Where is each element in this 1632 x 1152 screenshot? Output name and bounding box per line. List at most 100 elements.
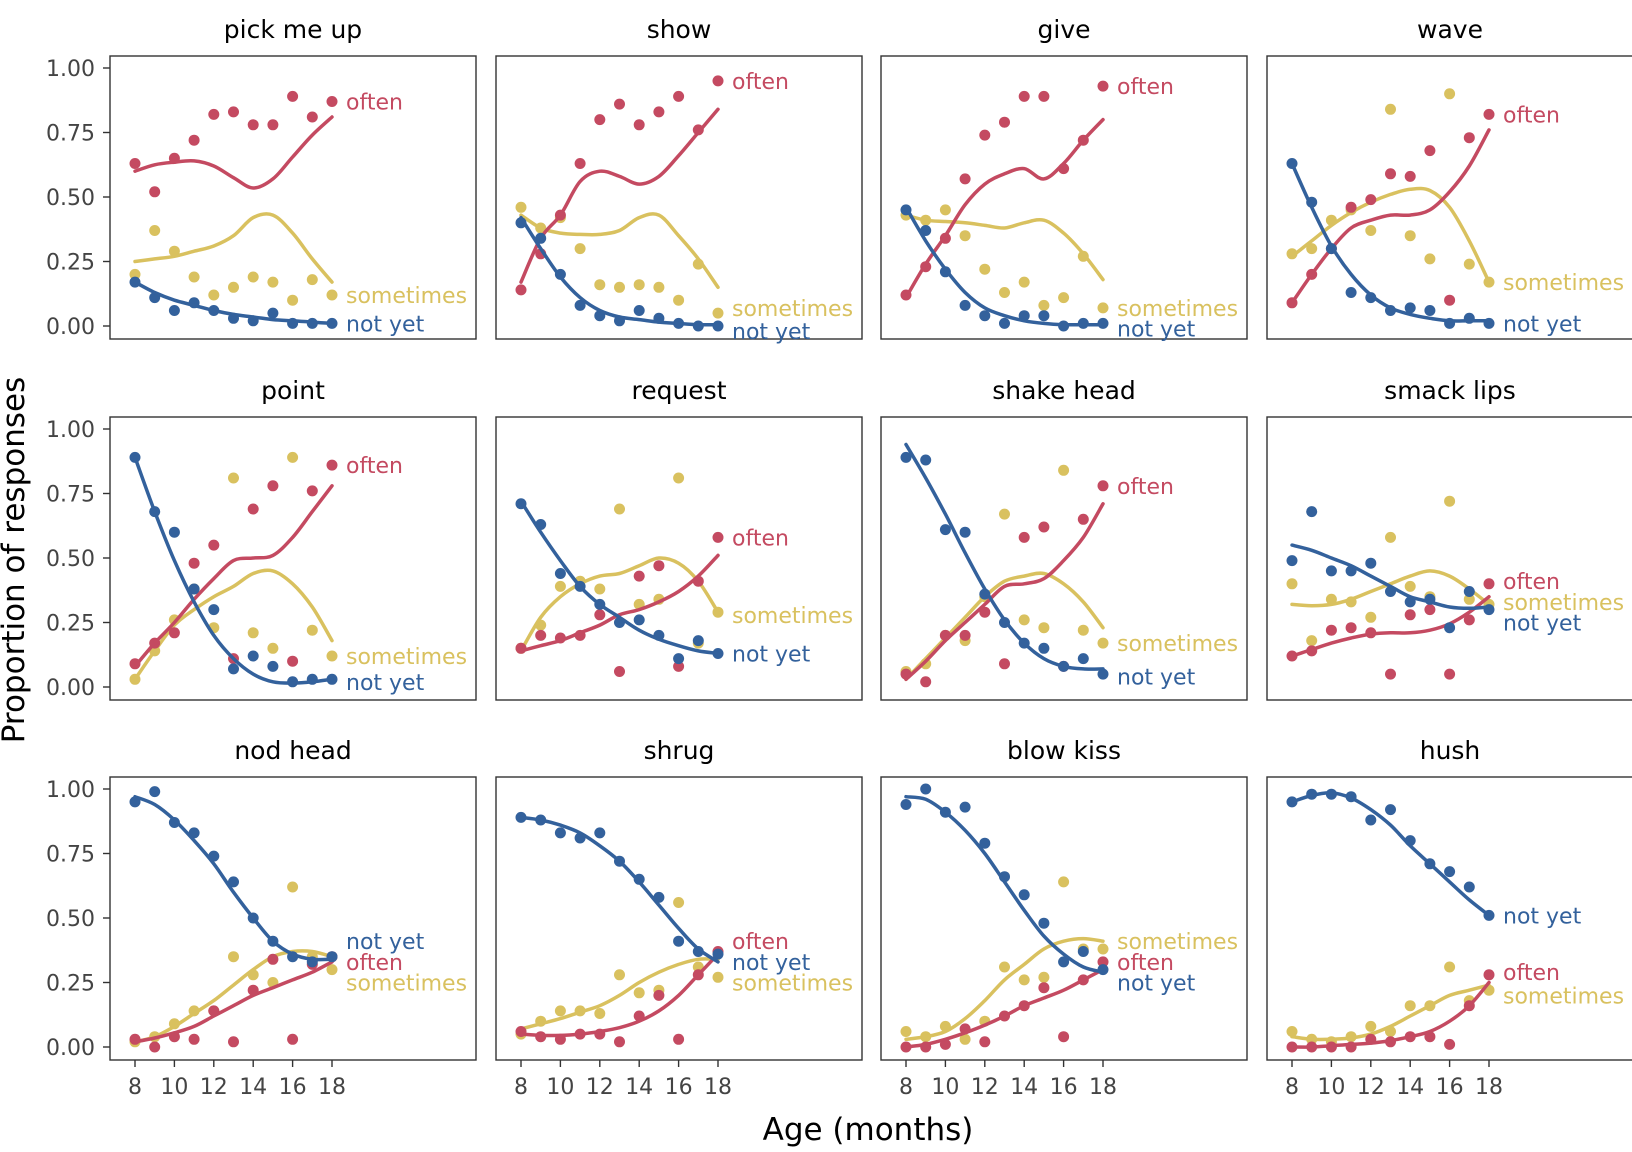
panel-title: blow kiss: [1007, 736, 1121, 765]
point-often: [267, 119, 279, 131]
point-sometimes: [188, 271, 200, 283]
point-often: [1463, 132, 1475, 144]
point-often: [1038, 90, 1050, 102]
point-sometimes: [1463, 258, 1475, 270]
panel-wave: wave sometimes often not yet: [1266, 15, 1632, 340]
point-not-yet: [208, 604, 220, 616]
point-often: [673, 90, 685, 102]
end-label-not-yet: not yet: [1503, 612, 1582, 637]
x-axis-label: Age (months): [763, 1112, 974, 1148]
point-often: [673, 1033, 685, 1045]
curve-sometimes: [519, 957, 720, 1031]
point-sometimes: [554, 580, 566, 592]
x-tick-label: 18: [318, 1075, 346, 1100]
end-label-sometimes: sometimes: [1503, 591, 1624, 616]
point-not-yet: [959, 299, 971, 311]
point-not-yet: [1463, 586, 1475, 597]
curve-often: [133, 115, 334, 190]
point-not-yet: [999, 317, 1010, 329]
point-not-yet: [1463, 881, 1475, 893]
end-label-sometimes: sometimes: [1503, 271, 1624, 296]
point-sometimes: [326, 964, 338, 976]
panel-frame: [495, 416, 863, 701]
panel-frame: [1266, 55, 1632, 340]
point-sometimes: [1365, 225, 1377, 236]
point-sometimes: [614, 503, 625, 515]
point-sometimes: [1306, 635, 1318, 647]
y-tick-label: 0.00: [46, 1036, 95, 1061]
end-label-not-yet: not yet: [346, 671, 425, 696]
point-not-yet: [1385, 804, 1396, 816]
x-tick-label: 14: [625, 1075, 653, 1100]
point-sometimes: [1385, 103, 1396, 115]
point-not-yet: [939, 524, 951, 536]
point-not-yet: [1038, 917, 1050, 929]
x-tick-label: 8: [128, 1075, 142, 1100]
point-not-yet: [959, 526, 971, 538]
point-often: [614, 98, 625, 110]
point-often: [1058, 1031, 1070, 1043]
point-often: [1404, 609, 1416, 621]
curve-sometimes: [1290, 186, 1491, 284]
y-tick-label: 0.25: [46, 251, 95, 276]
point-often: [267, 953, 279, 965]
point-sometimes: [1058, 292, 1070, 304]
curve-sometimes: [1290, 983, 1491, 1042]
panel-frame: [880, 55, 1248, 340]
point-often: [287, 1033, 299, 1045]
point-often: [306, 485, 318, 497]
point-not-yet: [574, 299, 586, 311]
point-not-yet: [900, 799, 912, 810]
point-sometimes: [594, 1008, 606, 1019]
curve-not-yet: [133, 794, 334, 962]
point-not-yet: [1365, 557, 1377, 569]
point-often: [1097, 956, 1109, 968]
point-sometimes: [228, 281, 239, 293]
y-tick-label: 0.50: [46, 186, 95, 211]
point-often: [188, 1033, 200, 1045]
point-often: [149, 1041, 161, 1053]
point-not-yet: [1097, 668, 1109, 680]
x-tick-label: 10: [1317, 1075, 1345, 1100]
end-label-often: often: [1503, 961, 1560, 986]
point-not-yet: [1444, 622, 1456, 634]
x-tick-label: 18: [704, 1075, 732, 1100]
point-not-yet: [673, 935, 685, 947]
point-sometimes: [1038, 622, 1050, 634]
point-often: [247, 119, 259, 131]
panel-point: point 0.00 0.25 0.50 0.75 1.00 sometimes often n…: [46, 376, 477, 701]
end-label-sometimes: sometimes: [346, 284, 467, 309]
point-sometimes: [1018, 614, 1030, 626]
point-sometimes: [267, 276, 279, 288]
point-sometimes: [614, 281, 625, 293]
x-tick-label: 10: [931, 1075, 959, 1100]
point-often: [1365, 194, 1377, 206]
point-sometimes: [614, 969, 625, 981]
point-not-yet: [673, 653, 685, 665]
point-often: [959, 173, 971, 185]
point-often: [594, 114, 606, 126]
point-not-yet: [1018, 889, 1030, 901]
point-often: [1483, 969, 1495, 981]
curve-often: [1290, 594, 1491, 658]
point-often: [614, 1036, 625, 1048]
end-label-often: often: [732, 526, 789, 551]
point-sometimes: [653, 281, 665, 293]
point-often: [979, 606, 991, 618]
point-not-yet: [554, 568, 566, 579]
point-sometimes: [999, 287, 1010, 298]
point-often: [1345, 201, 1357, 213]
curve-often: [519, 553, 720, 653]
point-often: [574, 158, 586, 169]
y-tick-label: 0.25: [46, 612, 95, 637]
point-not-yet: [920, 454, 932, 466]
panel-title: smack lips: [1384, 376, 1516, 405]
curve-not-yet: [133, 280, 334, 326]
point-not-yet: [1286, 555, 1298, 567]
point-often: [1038, 521, 1050, 533]
point-not-yet: [267, 307, 279, 319]
point-sometimes: [1018, 276, 1030, 288]
point-sometimes: [712, 971, 724, 983]
curve-sometimes: [133, 212, 334, 284]
